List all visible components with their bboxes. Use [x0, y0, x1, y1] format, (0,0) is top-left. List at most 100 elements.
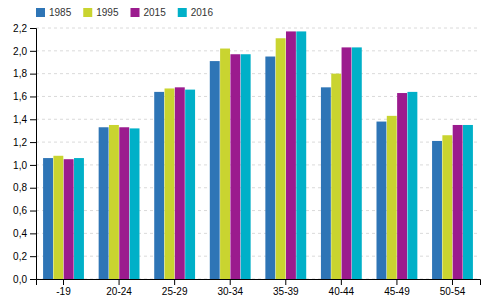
- y-tick-mark: [30, 51, 36, 52]
- bar: [276, 38, 286, 279]
- legend-item: 1995: [83, 7, 119, 18]
- x-tick-label: 50-54: [440, 286, 466, 297]
- x-tick-label: 30-34: [217, 286, 243, 297]
- y-tick: 0,2: [13, 251, 36, 262]
- y-tick-mark: [30, 188, 36, 189]
- y-tick-mark: [30, 256, 36, 257]
- y-tick-label: 2,0: [13, 46, 27, 57]
- y-tick-label: 1,0: [13, 160, 27, 171]
- y-tick: 1,0: [13, 160, 36, 171]
- bar: [407, 92, 417, 279]
- x-tick-label: 25-29: [162, 286, 188, 297]
- bar: [230, 54, 240, 279]
- y-axis: 0,0 0,2 0,4 0,6 0,8 1,0 1,2 1,4 1,6 1,8 2,0 2,2: [13, 23, 36, 285]
- y-tick-label: 1,6: [13, 91, 27, 102]
- bar: [432, 141, 442, 279]
- legend-swatch: [178, 8, 187, 17]
- y-tick-mark: [30, 233, 36, 234]
- x-tick: 30-34: [217, 279, 243, 297]
- x-tick-mark: [341, 279, 342, 285]
- y-tick-mark: [30, 142, 36, 143]
- x-tick-mark: [285, 279, 286, 285]
- y-tick-label: 0,0: [13, 274, 27, 285]
- y-tick-mark: [30, 74, 36, 75]
- legend-label: 2015: [144, 7, 167, 18]
- bar: [185, 90, 195, 279]
- bar: [119, 127, 129, 279]
- bar: [286, 31, 296, 279]
- y-tick-label: 1,2: [13, 137, 27, 148]
- x-tick-mark: [119, 279, 120, 285]
- bar: [175, 87, 185, 279]
- x-tick: 35-39: [273, 279, 299, 297]
- y-tick: 0,4: [13, 228, 36, 239]
- bar: [210, 61, 220, 279]
- bar: [241, 54, 251, 279]
- bar: [321, 87, 331, 279]
- y-tick-mark: [30, 211, 36, 212]
- grid-line: [36, 28, 480, 29]
- x-tick-mark: [230, 279, 231, 285]
- bar: [74, 158, 84, 279]
- y-axis-line: [30, 29, 37, 280]
- y-tick-label: 1,8: [13, 68, 27, 79]
- x-tick-label: 20-24: [106, 286, 132, 297]
- grid: [36, 28, 480, 279]
- y-tick: 1,8: [13, 68, 36, 79]
- x-tick-label: 45-49: [384, 286, 410, 297]
- y-tick-label: 1,4: [13, 114, 27, 125]
- grid-line: [36, 73, 480, 74]
- bar: [265, 57, 275, 279]
- y-tick-mark: [30, 165, 36, 166]
- y-tick: 1,6: [13, 91, 36, 102]
- y-tick: 0,8: [13, 182, 36, 193]
- y-tick: 1,4: [13, 114, 36, 125]
- legend-label: 2016: [191, 7, 214, 18]
- y-tick: 2,0: [13, 46, 36, 57]
- y-tick-label: 0,4: [13, 228, 27, 239]
- bar: [154, 92, 164, 279]
- x-tick-mark: [63, 279, 64, 285]
- bar-series: [64, 31, 463, 279]
- x-axis-line: [37, 280, 481, 286]
- bar: [453, 125, 463, 279]
- y-tick-label: 0,2: [13, 251, 27, 262]
- y-tick: 1,2: [13, 137, 36, 148]
- bar: [397, 93, 407, 279]
- x-tick-label: 40-44: [329, 286, 355, 297]
- bar: [64, 159, 74, 279]
- y-tick-mark: [30, 28, 36, 29]
- legend-item: 2016: [178, 7, 214, 18]
- bar-series: [74, 31, 473, 279]
- x-tick-mark: [396, 279, 397, 285]
- bar: [43, 158, 53, 279]
- x-tick: 50-54: [440, 279, 466, 297]
- bar: [165, 88, 175, 279]
- bar: [352, 47, 362, 279]
- legend-swatch: [131, 8, 140, 17]
- bars: [43, 31, 473, 279]
- bar: [109, 125, 119, 279]
- bar: [296, 31, 306, 279]
- bar: [442, 135, 452, 279]
- y-tick-mark: [30, 279, 36, 280]
- bar: [220, 49, 230, 279]
- x-tick-label: -19: [56, 286, 71, 297]
- x-tick-label: 35-39: [273, 286, 299, 297]
- legend: 1985199520152016: [36, 7, 213, 18]
- y-tick-label: 0,8: [13, 182, 27, 193]
- x-tick: 45-49: [384, 279, 410, 297]
- legend-item: 2015: [131, 7, 167, 18]
- bar-series: [53, 38, 452, 279]
- y-tick-label: 0,6: [13, 205, 27, 216]
- y-tick-mark: [30, 96, 36, 97]
- x-tick: 20-24: [106, 279, 132, 297]
- y-tick: 0,0: [13, 274, 36, 285]
- legend-swatch: [36, 8, 45, 17]
- y-tick: 2,2: [13, 23, 36, 34]
- legend-swatch: [83, 8, 92, 17]
- bar: [387, 116, 397, 279]
- grid-line: [36, 50, 480, 51]
- x-axis: -19 20-24 25-29 30-34 35-39 40-44 45-49 50-54: [37, 279, 481, 297]
- bar: [130, 128, 140, 279]
